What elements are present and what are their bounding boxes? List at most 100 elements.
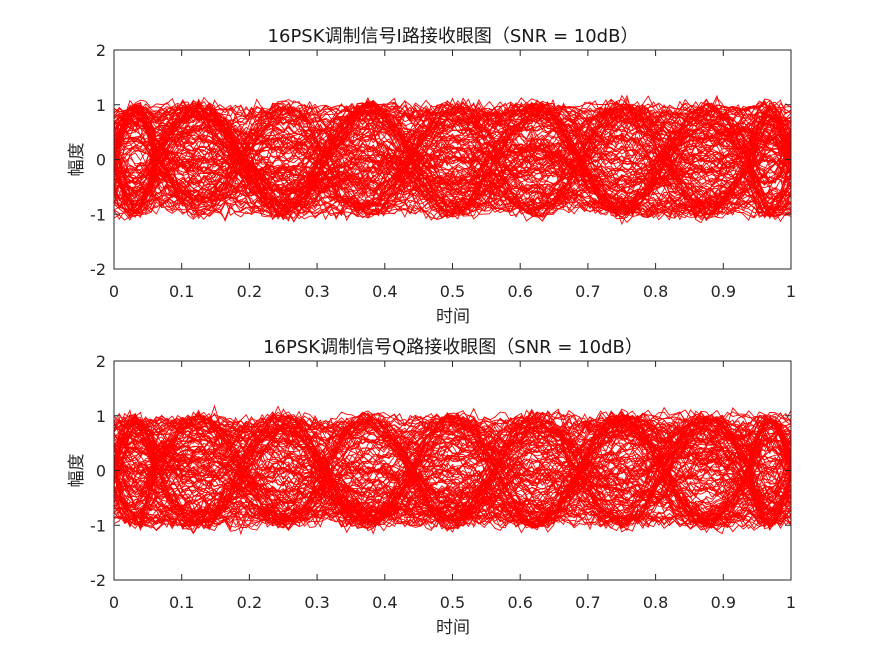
eye-trace <box>114 113 791 219</box>
x-tick-label: 0.8 <box>643 282 668 301</box>
eye-trace <box>114 415 791 528</box>
eye-trace <box>114 100 791 192</box>
y-tick-label: 0 <box>96 151 106 170</box>
y-tick-label: 0 <box>96 462 106 481</box>
eye-trace <box>114 415 791 524</box>
x-tick-label: 0.2 <box>237 282 262 301</box>
eye-trace <box>114 408 791 532</box>
eye-trace <box>114 102 791 208</box>
eye-trace <box>114 414 791 530</box>
eye-trace <box>114 412 791 529</box>
chart-title: 16PSK调制信号I路接收眼图（SNR = 10dB） <box>268 26 639 47</box>
eye-trace <box>114 418 791 518</box>
eye-trace <box>114 102 791 222</box>
x-tick-label: 0.1 <box>169 593 194 612</box>
eye-trace <box>114 116 791 220</box>
eye-trace <box>114 97 791 220</box>
eye-trace <box>114 418 791 527</box>
x-tick-label: 0.9 <box>711 593 736 612</box>
eye-trace <box>114 110 791 214</box>
eye-trace <box>114 417 791 526</box>
eye-trace <box>114 415 791 530</box>
eye-trace <box>114 99 791 219</box>
x-tick-label: 0.3 <box>304 282 329 301</box>
x-axis-label: 时间 <box>436 618 470 638</box>
x-tick-label: 0.5 <box>440 282 465 301</box>
eye-trace <box>114 101 791 208</box>
eye-trace <box>114 455 791 533</box>
eye-trace <box>114 111 791 216</box>
x-tick-label: 0.6 <box>507 282 532 301</box>
eye-trace <box>114 419 791 527</box>
x-tick-label: 0.4 <box>372 282 397 301</box>
eye-trace <box>114 410 791 504</box>
plot-traces <box>114 94 791 226</box>
eye-trace <box>114 103 791 209</box>
eye-trace <box>114 411 791 529</box>
y-tick-label: -1 <box>90 205 106 224</box>
eye-trace <box>114 96 791 213</box>
y-tick-label: -2 <box>90 260 106 279</box>
x-tick-label: 0.4 <box>372 593 397 612</box>
eye-trace <box>114 100 791 213</box>
x-axis-label: 时间 <box>436 307 470 327</box>
y-ticks: -2 -1 0 1 2 <box>90 352 791 590</box>
x-tick-label: 0.5 <box>440 593 465 612</box>
eye-trace <box>114 108 791 226</box>
eye-trace <box>114 103 791 217</box>
x-tick-label: 0.1 <box>169 282 194 301</box>
x-tick-label: 0 <box>109 593 119 612</box>
eye-trace <box>114 104 791 196</box>
eye-trace <box>114 104 791 213</box>
x-ticks: 0 0.1 0.2 0.3 0.4 0.5 0.6 0.7 0.8 0.9 1 <box>109 361 796 612</box>
eye-trace <box>114 97 791 200</box>
eye-trace <box>114 120 791 216</box>
eye-trace <box>114 105 791 219</box>
eye-trace <box>114 414 791 532</box>
y-tick-label: 1 <box>96 407 106 426</box>
y-axis-label: 幅度 <box>67 143 87 177</box>
y-ticks: -2 -1 0 1 2 <box>90 41 791 279</box>
eye-trace <box>114 100 791 211</box>
eye-trace <box>114 102 791 217</box>
eye-trace <box>114 126 791 222</box>
y-tick-label: -1 <box>90 516 106 535</box>
subplot-q: 16PSK调制信号Q路接收眼图（SNR = 10dB） 0 0.1 0.2 0.3 0.… <box>67 337 796 638</box>
x-tick-label: 0.6 <box>507 593 532 612</box>
x-tick-label: 0.3 <box>304 593 329 612</box>
eye-trace <box>114 410 791 534</box>
y-axis-label: 幅度 <box>67 454 87 488</box>
eye-trace <box>114 423 791 530</box>
eye-trace <box>114 418 791 505</box>
x-tick-label: 0.7 <box>575 282 600 301</box>
x-tick-label: 0.7 <box>575 593 600 612</box>
eye-trace <box>114 109 791 221</box>
eye-trace <box>114 99 791 220</box>
eye-trace <box>114 417 791 522</box>
eye-trace <box>114 411 791 525</box>
eye-trace <box>114 416 791 520</box>
eye-trace <box>114 112 791 207</box>
y-tick-label: 1 <box>96 96 106 115</box>
eye-trace <box>114 99 791 217</box>
plot-traces <box>114 404 791 536</box>
x-tick-label: 0.8 <box>643 593 668 612</box>
eye-trace <box>114 94 791 210</box>
y-tick-label: 2 <box>96 41 106 60</box>
eye-trace <box>114 100 791 216</box>
x-tick-label: 1 <box>786 593 796 612</box>
eye-trace <box>114 101 791 215</box>
x-tick-label: 1 <box>786 282 796 301</box>
eye-trace <box>114 116 791 219</box>
eye-trace <box>114 411 791 510</box>
eye-trace <box>114 425 791 527</box>
eye-trace <box>114 102 791 208</box>
x-tick-label: 0.9 <box>711 282 736 301</box>
x-tick-label: 0.2 <box>237 593 262 612</box>
chart-title: 16PSK调制信号Q路接收眼图（SNR = 10dB） <box>263 337 643 358</box>
subplot-i: 16PSK调制信号I路接收眼图（SNR = 10dB） 0 0.1 0.2 0.3 0.… <box>67 26 796 327</box>
y-tick-label: -2 <box>90 571 106 590</box>
eye-trace <box>114 101 791 216</box>
y-tick-label: 2 <box>96 352 106 371</box>
